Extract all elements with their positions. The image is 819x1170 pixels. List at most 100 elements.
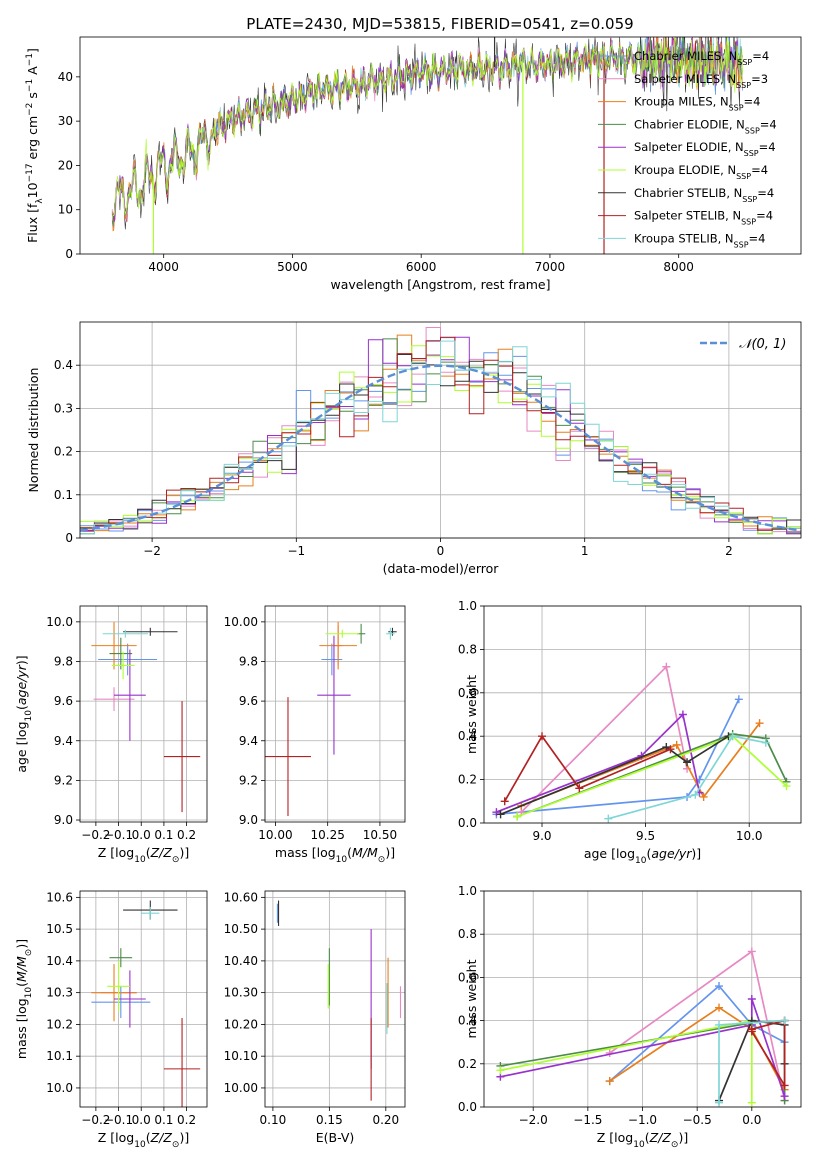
label-part: =4 (759, 140, 776, 154)
data-point-kroupa-miles (91, 964, 137, 1022)
weight-marker (755, 719, 764, 728)
weight-marker (662, 743, 671, 752)
x-tick-label: 10.00 (258, 828, 292, 842)
weight-marker (662, 662, 671, 671)
y-tick-label: 10 (58, 203, 73, 217)
label-part: Z/Z (150, 1130, 173, 1145)
label-part: 10 (24, 710, 34, 722)
weight-marker (513, 812, 522, 821)
label-part: =4 (757, 186, 774, 200)
y-tick-label: 40 (58, 70, 73, 84)
label-part: age/yr (651, 846, 692, 861)
label-part: )] (14, 655, 29, 665)
x-tick-label: 0.1 (154, 828, 173, 842)
label-part: )] (691, 846, 701, 861)
label-part: Salpeter MILES, N (634, 72, 736, 86)
plot-area (91, 900, 201, 1107)
y-axis-label: mass weight (464, 675, 479, 754)
label-part: 10 (25, 182, 40, 198)
x-tick-label: −0.1 (104, 1113, 133, 1127)
weight-marker (782, 782, 791, 791)
y-tick-label: 0.0 (458, 1100, 477, 1114)
data-point-kroupa-elodie (325, 629, 360, 638)
x-tick-label: 0.0 (132, 828, 151, 842)
weight-marker (780, 1016, 789, 1025)
y-tick-label: 0.2 (458, 773, 477, 787)
axes-frame (79, 890, 208, 1108)
label-part: SSP (736, 80, 751, 89)
weight-marker (492, 808, 501, 817)
plot-area (111, 37, 743, 254)
weight-marker (691, 790, 700, 799)
weight-line (500, 998, 786, 1097)
y-tick-label: 9.8 (54, 654, 73, 668)
y-tick-label: 0.8 (458, 927, 477, 941)
spectrum-line-salpeter-elodie (111, 37, 743, 222)
x-tick-label: −1.5 (573, 1113, 602, 1127)
legend-entry: Salpeter ELODIE, NSSP=4 (634, 140, 776, 158)
label-part: )] (179, 845, 189, 860)
x-axis-label: mass [log10(M/M⊙)] (275, 845, 395, 865)
spectrum-line-kroupa-elodie (111, 37, 743, 219)
x-tick-label: 6000 (406, 260, 437, 274)
y-tick-label: 1.0 (458, 599, 477, 613)
data-point-kroupa-miles (91, 621, 137, 670)
legend-entry: 𝒩(0, 1) (739, 337, 786, 352)
plot-area (496, 947, 789, 1107)
weight-marker (496, 810, 505, 819)
plot-area (91, 621, 201, 813)
x-axis-label: wavelength [Angstrom, rest frame] (330, 277, 550, 292)
label-part: age [log (14, 721, 29, 772)
y-tick-label: 9.4 (54, 734, 73, 748)
data-point-salpeter-stelib (265, 697, 311, 817)
label-part: =4 (760, 117, 777, 131)
y-axis-label: Normed distribution (26, 368, 41, 493)
label-part: −17 (25, 163, 35, 182)
x-tick-label: 0.20 (372, 1113, 399, 1127)
x-tick-label: 0.0 (742, 1113, 761, 1127)
weight-marker (715, 1020, 724, 1029)
y-tick-label: 9.2 (54, 773, 73, 787)
label-part: ( (14, 982, 29, 987)
y-tick-label: 0.4 (458, 729, 477, 743)
weight-series-salpeter-stelib (500, 732, 675, 806)
y-tick-label: 10.50 (224, 922, 258, 936)
label-part: −2 (25, 103, 35, 116)
label-part: Salpeter STELIB, N (634, 209, 741, 223)
histogram-step-kroupa-stelib (80, 340, 801, 535)
label-part: =4 (756, 209, 773, 223)
label-part: ( (14, 705, 29, 710)
plot-area (265, 621, 397, 817)
axes-frame (264, 890, 406, 1108)
weight-marker (683, 758, 692, 767)
y-tick-label: 10.3 (46, 986, 73, 1000)
weight-line (751, 1019, 786, 1089)
y-tick-label: 9.6 (54, 694, 73, 708)
label-part: )] (678, 1130, 688, 1145)
y-tick-label: 20 (58, 158, 73, 172)
label-part: 10 (24, 987, 34, 999)
label-part: SSP (736, 172, 751, 181)
label-part: SSP (737, 58, 752, 67)
weight-marker (715, 1098, 724, 1107)
y-tick-label: 9.8 (239, 654, 258, 668)
plot-area (80, 327, 801, 535)
data-point-chabrier-stelib (123, 627, 178, 636)
weight-line (500, 735, 729, 816)
x-tick-label: −2.0 (519, 1113, 548, 1127)
weight-line (503, 734, 671, 802)
weight-marker (761, 738, 770, 747)
legend-entry: Chabrier MILES, NSSP=4 (634, 49, 769, 67)
x-axis-label: age [log10(age/yr)] (584, 846, 701, 866)
label-part: Kroupa MILES, N (634, 95, 729, 109)
x-tick-label: 0.2 (177, 828, 196, 842)
weight-marker (672, 740, 681, 749)
y-tick-label: 9.0 (239, 813, 258, 827)
weight-marker (699, 792, 708, 801)
x-tick-label: 9.0 (532, 829, 551, 843)
weight-marker (747, 947, 756, 956)
data-point-kroupa-stelib (102, 629, 149, 638)
y-axis-label: Flux [fλ10−17 erg cm−2 s−1 A−1] (25, 48, 45, 243)
weight-marker (538, 732, 547, 741)
weight-marker (747, 1098, 756, 1107)
